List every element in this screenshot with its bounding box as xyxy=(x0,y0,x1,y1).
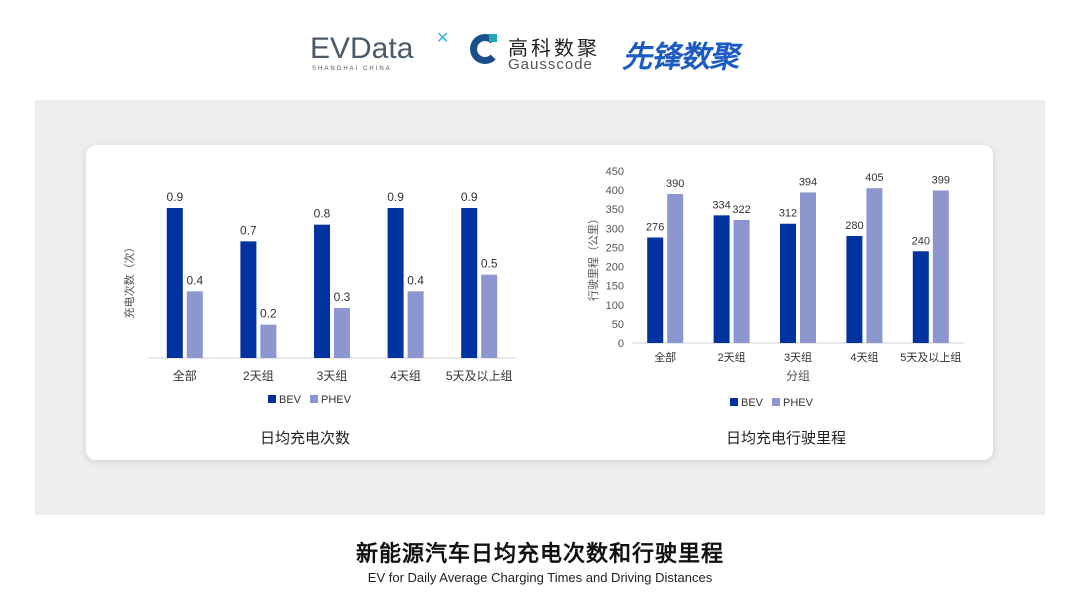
x-tick-label: 3天组 xyxy=(784,350,812,364)
y-tick-label: 0 xyxy=(618,338,624,350)
bar-phev xyxy=(932,190,949,343)
x-tick-label: 2天组 xyxy=(243,369,274,383)
data-label: 276 xyxy=(646,222,664,234)
evdata-logo-sub: SHANGHAI CHINA xyxy=(312,66,392,72)
data-label: 0.4 xyxy=(186,273,203,287)
bar-bev xyxy=(387,208,404,358)
legend-label: PHEV xyxy=(321,394,352,406)
bar-bev xyxy=(314,224,330,358)
bar-phev xyxy=(260,324,277,358)
y-tick-label: 400 xyxy=(606,185,624,197)
x-tick-label: 2天组 xyxy=(718,350,746,364)
gausscode-logo-en: Gausscode xyxy=(508,56,593,73)
evdata-logo: EVData xyxy=(310,32,414,65)
data-label: 0.5 xyxy=(481,257,498,271)
data-label: 0.7 xyxy=(240,223,257,237)
legend-label: BEV xyxy=(741,397,764,409)
y-tick-label: 350 xyxy=(606,204,624,216)
bar-bev xyxy=(647,237,664,343)
bar-phev xyxy=(800,192,816,343)
data-label: 0.2 xyxy=(260,307,277,321)
y-tick-label: 100 xyxy=(606,300,624,312)
bar-bev xyxy=(713,215,730,343)
gausscode-logo-cn: 高科数聚 xyxy=(508,38,600,60)
logo-bar: EVData ✕ SHANGHAI CHINA 高科数聚 Gausscode 先… xyxy=(0,24,1080,74)
x-axis-title: 分组 xyxy=(786,369,810,383)
chart-title: 日均充电次数 xyxy=(260,430,350,447)
x-tick-label: 4天组 xyxy=(390,369,421,383)
bar-bev xyxy=(846,235,863,343)
bar-bev xyxy=(461,208,478,358)
bar-phev xyxy=(481,274,498,358)
data-label: 0.9 xyxy=(387,190,404,204)
data-label: 399 xyxy=(932,174,950,186)
data-label: 0.4 xyxy=(407,273,424,287)
x-tick-label: 5天及以上组 xyxy=(446,369,513,383)
chart-card xyxy=(86,145,993,460)
bar-bev xyxy=(780,223,796,343)
y-tick-label: 200 xyxy=(606,262,624,274)
bar-phev xyxy=(866,188,883,343)
x-tick-label: 5天及以上组 xyxy=(900,350,961,364)
gausscode-logo-square xyxy=(489,34,497,42)
bar-bev xyxy=(166,208,183,358)
x-tick-label: 4天组 xyxy=(850,350,878,364)
x-tick-label: 3天组 xyxy=(317,369,348,383)
y-tick-label: 50 xyxy=(612,319,624,331)
data-label: 390 xyxy=(666,178,684,190)
y-tick-label: 250 xyxy=(606,242,624,254)
bar-phev xyxy=(407,291,424,358)
data-label: 0.9 xyxy=(461,190,478,204)
legend-swatch-bev xyxy=(730,398,738,406)
data-label: 312 xyxy=(779,208,797,220)
data-label: 240 xyxy=(912,235,930,247)
bar-bev xyxy=(912,251,929,343)
gausscode-logo-icon xyxy=(470,34,500,64)
x-tick-label: 全部 xyxy=(654,350,676,364)
legend-swatch-phev xyxy=(772,398,780,406)
data-label: 280 xyxy=(845,220,863,232)
data-label: 0.8 xyxy=(314,207,331,221)
legend-label: PHEV xyxy=(783,397,814,409)
y-axis-title: 行驶里程（公里） xyxy=(586,213,600,301)
legend-label: BEV xyxy=(279,394,302,406)
caption-subtitle: EV for Daily Average Charging Times and … xyxy=(367,570,713,585)
evdata-x-icon: ✕ xyxy=(436,30,450,47)
legend-swatch-bev xyxy=(268,395,276,403)
y-tick-label: 150 xyxy=(606,281,624,293)
x-tick-label: 全部 xyxy=(173,368,197,383)
data-label: 0.9 xyxy=(166,190,183,204)
legend-swatch-phev xyxy=(310,395,318,403)
data-label: 322 xyxy=(732,204,750,216)
data-label: 0.3 xyxy=(334,290,351,304)
bar-phev xyxy=(733,219,750,343)
bar-bev xyxy=(240,241,257,358)
bar-phev xyxy=(667,193,684,343)
data-label: 334 xyxy=(712,199,730,211)
bar-phev xyxy=(186,291,203,358)
bar-phev xyxy=(334,308,350,358)
xianfeng-logo: 先锋数聚 xyxy=(622,41,739,74)
chart-title: 日均充电行驶里程 xyxy=(726,430,846,447)
y-tick-label: 450 xyxy=(606,166,624,178)
data-label: 394 xyxy=(799,176,817,188)
y-axis-title: 充电次数（次） xyxy=(122,242,136,319)
caption-title: 新能源汽车日均充电次数和行驶里程 xyxy=(355,541,724,566)
data-label: 405 xyxy=(865,172,883,184)
y-tick-label: 300 xyxy=(606,223,624,235)
